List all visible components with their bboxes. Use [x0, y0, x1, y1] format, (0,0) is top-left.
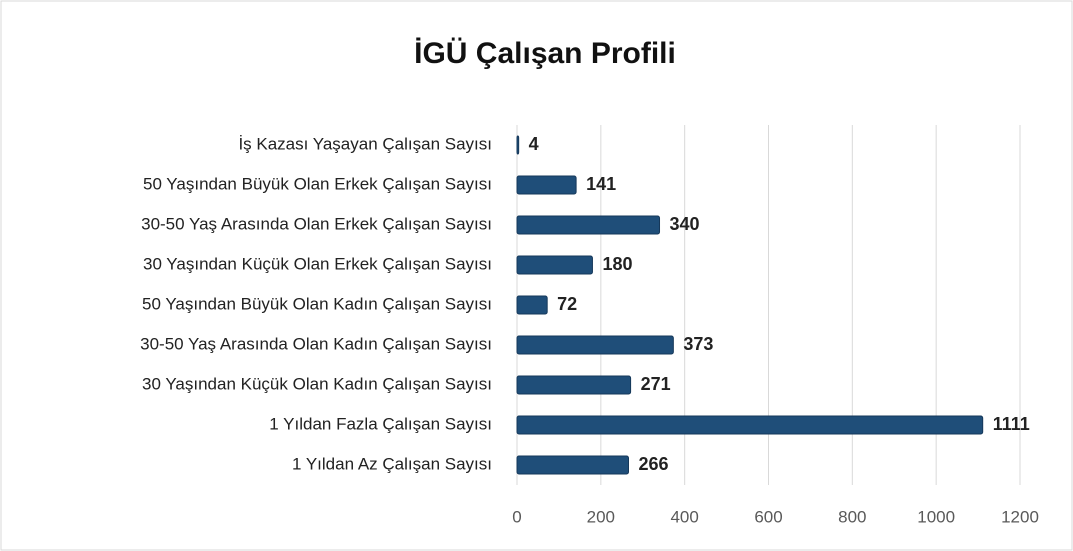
bar	[516, 255, 593, 275]
y-tick-label: 30-50 Yaş Arasında Olan Erkek Çalışan Sa…	[141, 214, 492, 233]
x-tick-label: 800	[838, 507, 866, 526]
bar	[516, 295, 548, 315]
y-tick-label: 30 Yaşından Küçük Olan Erkek Çalışan Say…	[143, 254, 492, 273]
y-tick-label: 1 Yıldan Az Çalışan Sayısı	[292, 454, 492, 473]
chart-title: İGÜ Çalışan Profili	[414, 37, 676, 70]
value-label: 340	[670, 214, 700, 234]
value-label: 1111	[993, 414, 1030, 434]
value-label: 180	[602, 254, 632, 274]
x-tick-label: 0	[512, 507, 521, 526]
value-label: 266	[638, 454, 668, 474]
y-tick-label: 30 Yaşından Küçük Olan Kadın Çalışan Say…	[142, 374, 492, 393]
y-tick-label: 1 Yıldan Fazla Çalışan Sayısı	[269, 414, 492, 433]
x-tick-label: 1000	[917, 507, 955, 526]
x-tick-label: 1200	[1001, 507, 1039, 526]
value-label: 373	[683, 334, 713, 354]
bar	[516, 455, 629, 475]
bar	[516, 175, 577, 195]
y-tick-label: 50 Yaşından Büyük Olan Erkek Çalışan Say…	[143, 174, 492, 193]
bar	[516, 335, 674, 355]
bar	[516, 215, 661, 235]
value-label: 271	[641, 374, 671, 394]
bar	[516, 375, 632, 395]
value-label: 4	[529, 134, 539, 154]
value-label: 141	[586, 174, 616, 194]
bar	[516, 135, 520, 155]
y-tick-label: İş Kazası Yaşayan Çalışan Sayısı	[238, 134, 492, 153]
x-tick-label: 600	[754, 507, 782, 526]
y-tick-label: 30-50 Yaş Arasında Olan Kadın Çalışan Sa…	[140, 334, 492, 353]
y-tick-label: 50 Yaşından Büyük Olan Kadın Çalışan Say…	[142, 294, 492, 313]
x-tick-label: 400	[670, 507, 698, 526]
x-tick-label: 200	[587, 507, 615, 526]
value-label: 72	[557, 294, 577, 314]
bar	[516, 415, 984, 435]
